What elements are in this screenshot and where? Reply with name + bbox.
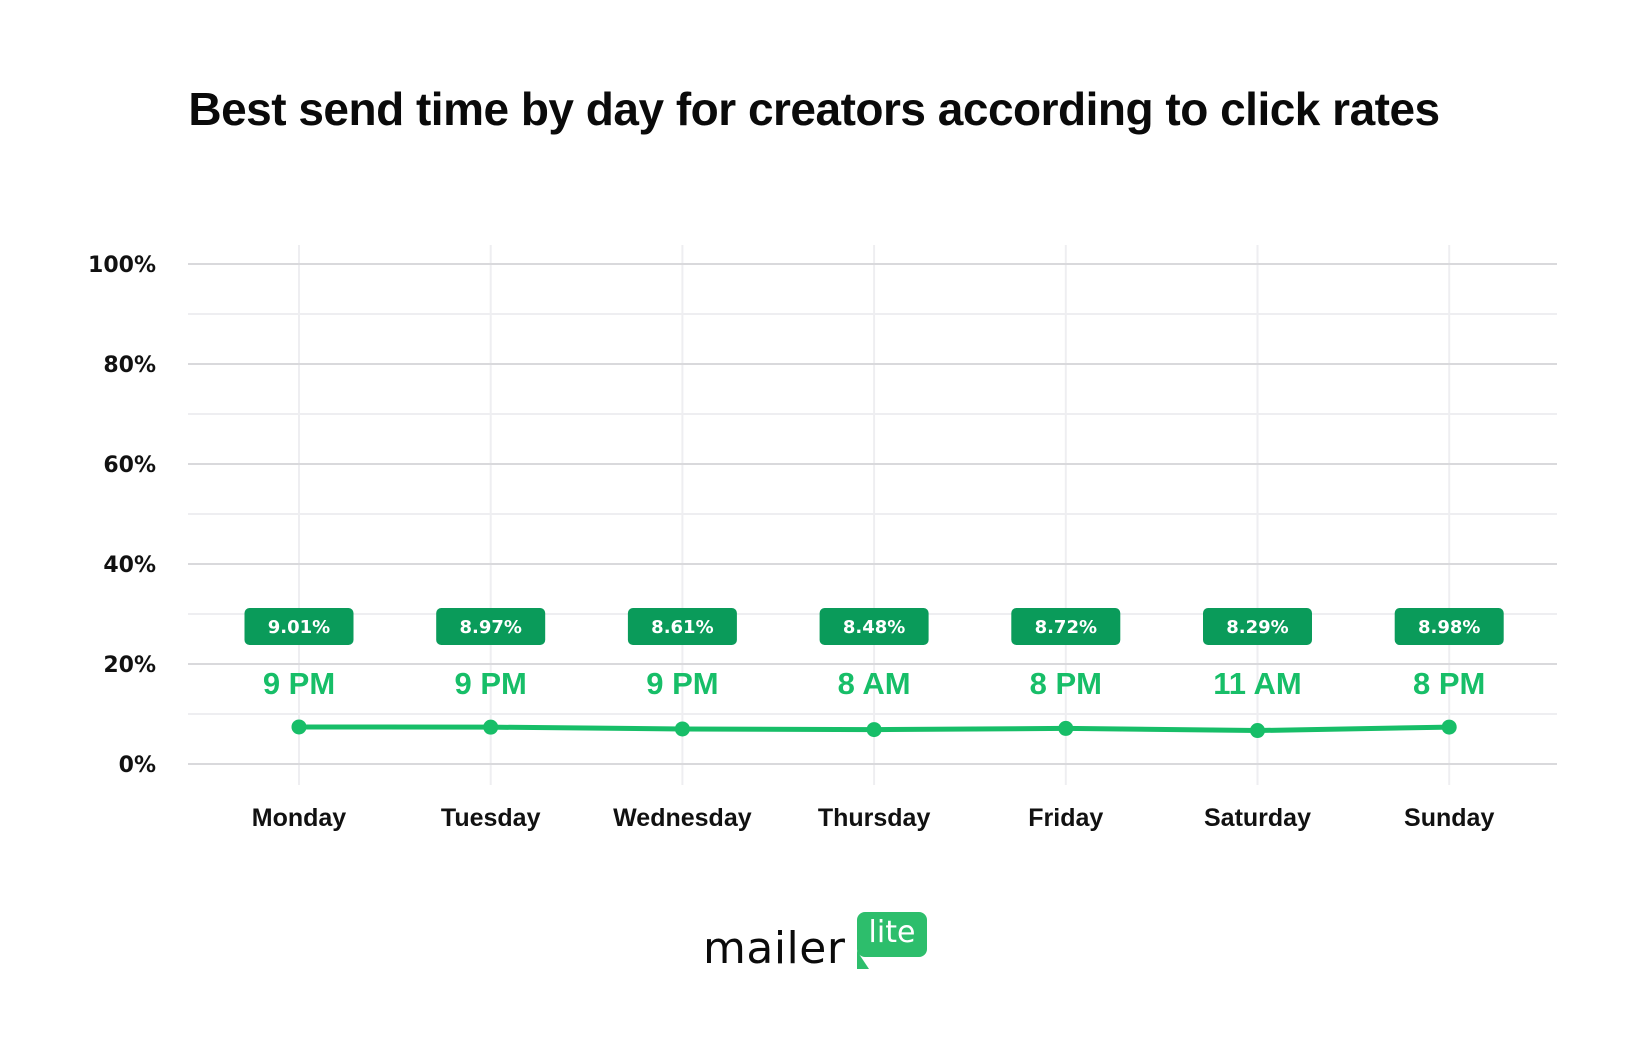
y-tick-label: 80%	[103, 353, 156, 378]
value-badge: 8.29%	[1203, 608, 1312, 645]
y-tick-label: 40%	[103, 553, 156, 578]
badge-value: 8.61%	[651, 617, 713, 638]
badge-value: 9.01%	[268, 617, 330, 638]
data-point	[866, 722, 882, 738]
data-point	[674, 721, 690, 737]
x-tick-label: Saturday	[1204, 804, 1311, 832]
best-send-time-label: 8 PM	[1030, 666, 1102, 701]
badge-value: 8.97%	[459, 617, 521, 638]
line-chart: 0% 20% 40% 60% 80% 100% Monday Tuesday Wednesda…	[88, 245, 1557, 832]
mailerlite-logo: mailer lite	[703, 905, 933, 975]
best-send-time-label: 9 PM	[455, 666, 527, 701]
data-point	[1250, 723, 1265, 739]
value-badge: 8.98%	[1394, 608, 1504, 645]
data-point	[291, 719, 307, 735]
value-badge: 8.48%	[819, 608, 929, 645]
value-badge: 8.72%	[1011, 608, 1121, 645]
best-send-time-label: 9 PM	[263, 666, 335, 701]
best-send-time-label: 11 AM	[1213, 666, 1301, 701]
best-send-time-label: 8 PM	[1413, 666, 1485, 701]
data-point	[1441, 719, 1457, 735]
grid-lines	[188, 245, 1557, 785]
badge-value: 8.29%	[1226, 617, 1288, 638]
x-tick-label: Friday	[1028, 804, 1103, 832]
y-tick-label: 60%	[103, 453, 156, 478]
badge-value: 8.48%	[843, 617, 905, 638]
logo-badge: lite	[857, 912, 927, 957]
value-badge: 8.61%	[627, 608, 737, 645]
x-tick-label: Monday	[252, 804, 347, 832]
badge-value: 8.98%	[1418, 617, 1480, 638]
badge-background	[1203, 608, 1312, 645]
chart-title: Best send time by day for creators accor…	[188, 83, 1440, 135]
y-tick-label: 20%	[103, 653, 156, 678]
data-series	[291, 719, 1457, 739]
y-axis: 0% 20% 40% 60% 80% 100%	[88, 253, 156, 778]
x-tick-label: Tuesday	[441, 804, 541, 832]
data-labels: 9.01% 9 PM 8.97% 9 PM 8.61% 9 PM 8.48% 8 AM 8.72…	[244, 608, 1504, 701]
value-badge: 8.97%	[436, 608, 546, 645]
best-send-time-label: 8 AM	[838, 666, 911, 701]
x-tick-label: Sunday	[1404, 804, 1494, 832]
y-tick-label: 0%	[119, 753, 156, 778]
value-badge: 9.01%	[244, 608, 354, 645]
badge-value: 8.72%	[1035, 617, 1097, 638]
x-axis: Monday Tuesday Wednesday Thursday Friday Satu…	[252, 804, 1495, 832]
badge-background	[244, 608, 354, 645]
badge-background	[627, 608, 737, 645]
badge-background	[1011, 608, 1121, 645]
data-point	[1058, 720, 1074, 736]
data-point	[483, 719, 499, 735]
best-send-time-label: 9 PM	[646, 666, 718, 701]
badge-background	[819, 608, 929, 645]
x-tick-label: Thursday	[818, 804, 931, 832]
badge-background	[1394, 608, 1504, 645]
logo-wordmark: mailer	[703, 923, 846, 974]
x-tick-label: Wednesday	[613, 804, 752, 832]
y-tick-label: 100%	[88, 253, 156, 278]
badge-background	[436, 608, 546, 645]
